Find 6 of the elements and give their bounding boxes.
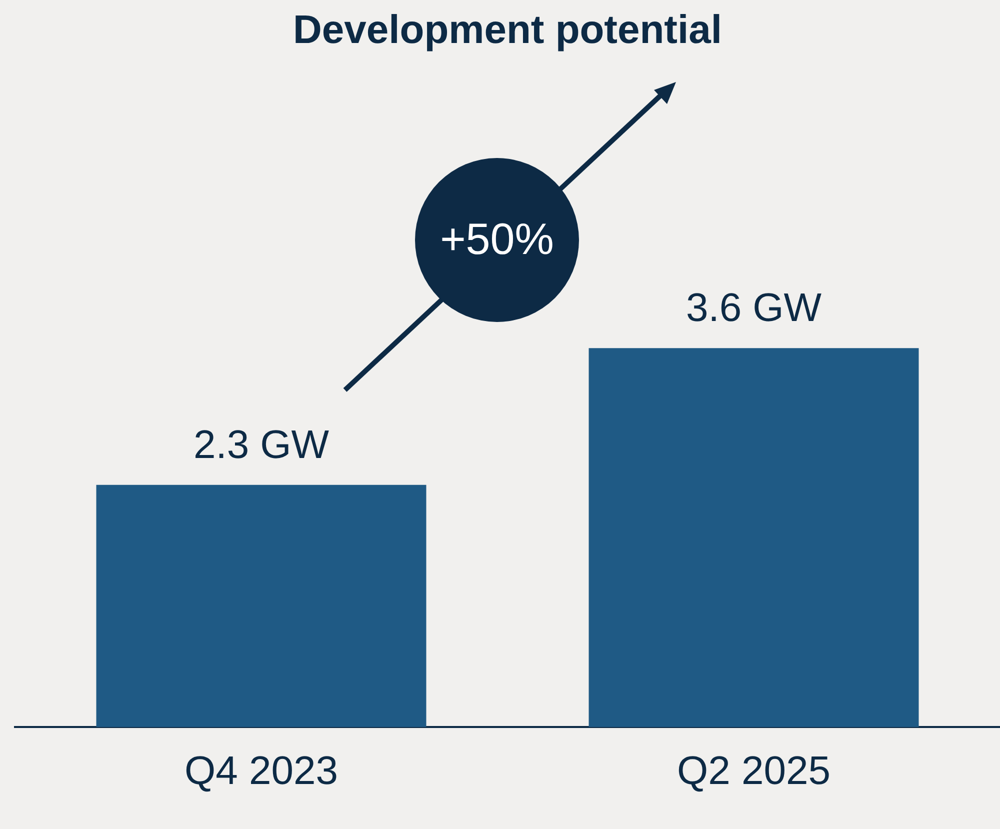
data-label: 3.6 GW: [686, 286, 822, 330]
chart-title: Development potential: [293, 8, 722, 52]
data-label: 2.3 GW: [193, 422, 330, 467]
x-tick-label: Q2 2025: [677, 749, 830, 794]
x-tick-label: Q4 2023: [184, 749, 338, 794]
circle-badge: +50%: [415, 158, 579, 322]
